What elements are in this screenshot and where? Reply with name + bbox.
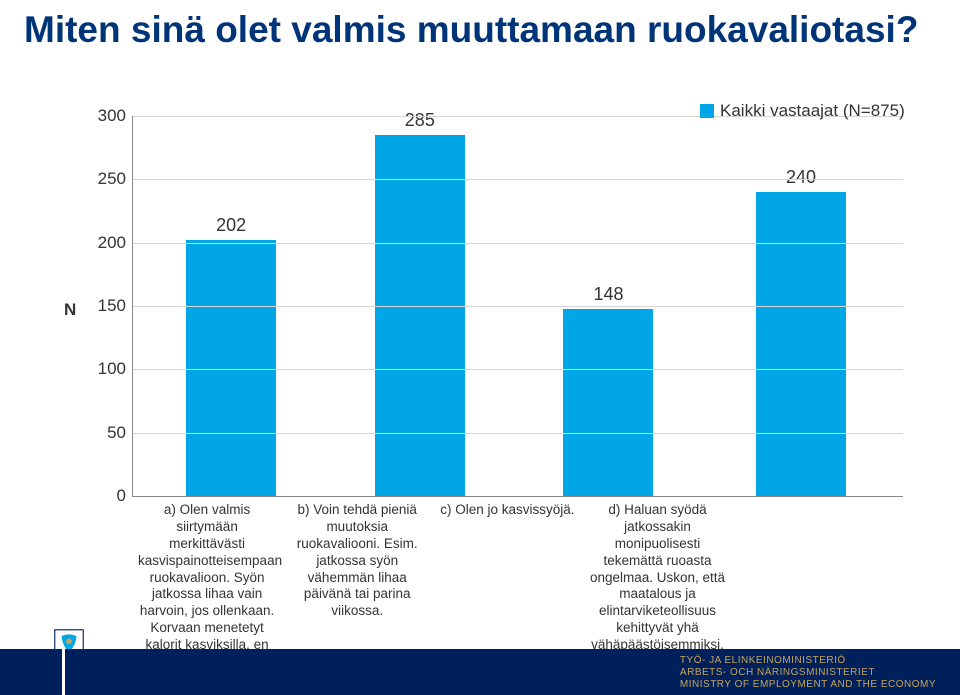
chart-title: Miten sinä olet valmis muuttamaan ruokav… <box>24 10 936 51</box>
x-axis-label: a) Olen valmis siirtymään merkittävästi … <box>132 502 282 671</box>
bar <box>756 192 846 496</box>
gridline <box>133 369 903 370</box>
gridline <box>133 179 903 180</box>
y-axis-title: N <box>64 300 76 320</box>
bar <box>186 240 276 496</box>
x-axis-label: d) Haluan syödä jatkossakin monipuolises… <box>582 502 732 671</box>
y-tick-label: 200 <box>84 233 126 253</box>
bar <box>375 135 465 496</box>
y-tick-label: 0 <box>84 486 126 506</box>
x-axis-label: c) Olen jo kasvissyöjä. <box>432 502 582 671</box>
y-tick-label: 100 <box>84 359 126 379</box>
bar <box>563 309 653 496</box>
y-tick-label: 250 <box>84 169 126 189</box>
bar-value-label: 148 <box>533 284 683 305</box>
legend-swatch-icon <box>700 104 714 118</box>
ministry-name: TYÖ- JA ELINKEINOMINISTERIÖ ARBETS- OCH … <box>680 655 936 691</box>
x-axis-labels: a) Olen valmis siirtymään merkittävästi … <box>132 502 902 671</box>
gridline <box>133 306 903 307</box>
y-tick-label: 50 <box>84 423 126 443</box>
y-tick-label: 300 <box>84 106 126 126</box>
page: Miten sinä olet valmis muuttamaan ruokav… <box>0 0 960 695</box>
bar-value-label: 285 <box>345 110 495 131</box>
y-tick-label: 150 <box>84 296 126 316</box>
legend-label: Kaikki vastaajat (N=875) <box>720 101 905 121</box>
bar-value-label: 202 <box>156 215 306 236</box>
x-axis-label: b) Voin tehdä pieniä muutoksia ruokavali… <box>282 502 432 671</box>
revenue-chart: 202285148240 050100150200250300 <box>82 116 902 496</box>
gridline <box>133 433 903 434</box>
bar-value-label: 240 <box>726 167 876 188</box>
flag-stripe-icon <box>62 649 65 695</box>
gridline <box>133 243 903 244</box>
plot-area: 202285148240 <box>132 116 903 497</box>
chart-legend: Kaikki vastaajat (N=875) <box>700 100 905 121</box>
